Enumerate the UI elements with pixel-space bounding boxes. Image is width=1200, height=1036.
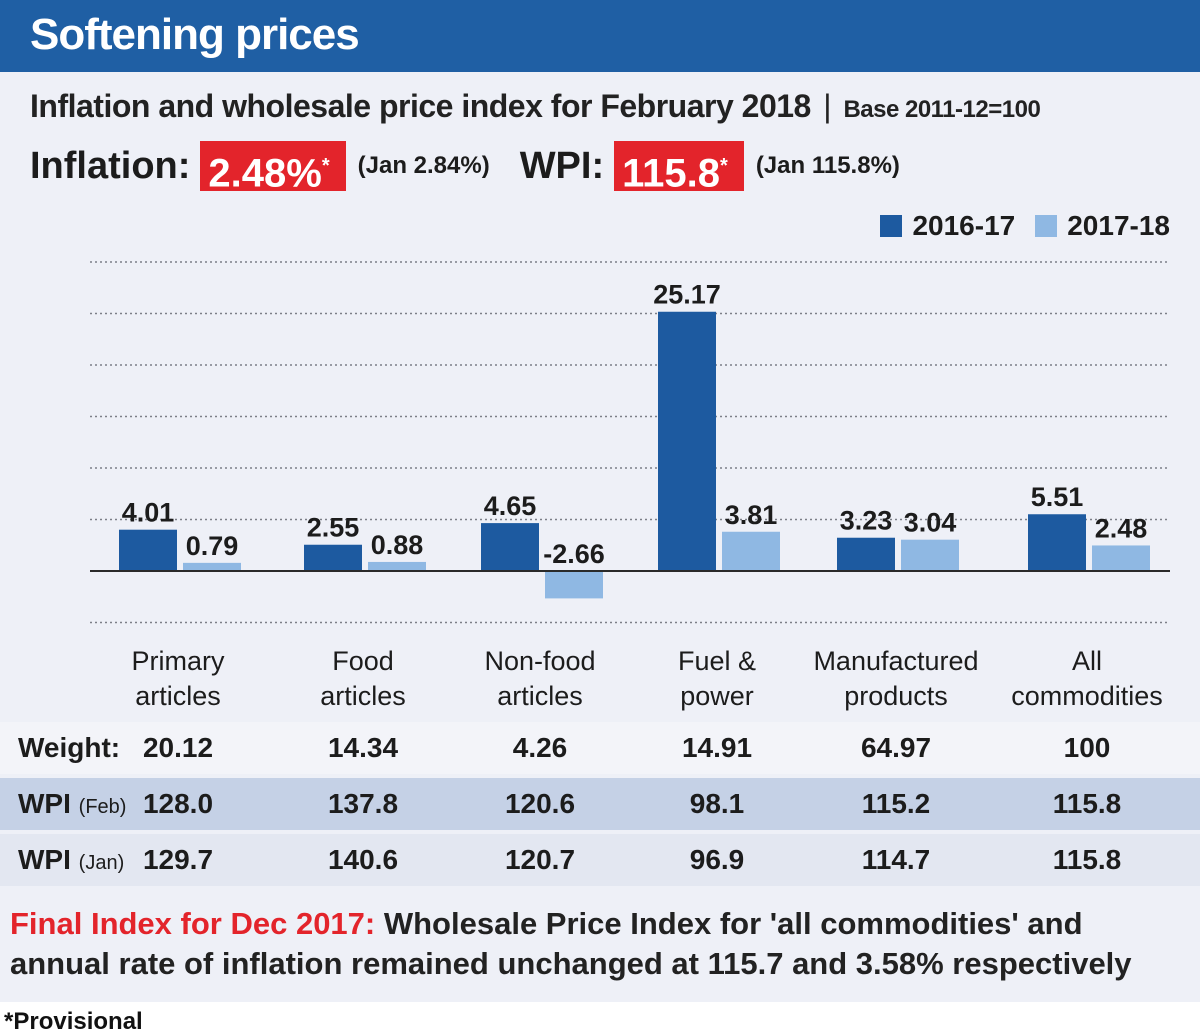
- category-label: Manufactured: [813, 646, 978, 676]
- wpi-jan-cell: 96.9: [689, 844, 745, 875]
- category-label: power: [680, 681, 754, 711]
- weight-cell: 4.26: [512, 732, 568, 763]
- inflation-value: 2.48%: [208, 151, 322, 196]
- weight-cell: 64.97: [860, 732, 932, 763]
- category-label: articles: [320, 681, 406, 711]
- wpi-jan-row: WPI (Jan) 129.7 140.6 120.7 96.9 114.7 1…: [0, 834, 1200, 886]
- bar-2017-18: [368, 561, 426, 571]
- category-label: articles: [497, 681, 583, 711]
- category-label: Primary: [132, 646, 225, 676]
- wpi-jan-cell: 114.7: [861, 844, 931, 875]
- weight-cell: 14.34: [327, 732, 399, 763]
- final-index-heading: Final Index for Dec 2017:: [10, 906, 376, 941]
- wpi-feb-cell: 128.0: [142, 788, 214, 819]
- data-label: 2.55: [307, 513, 360, 543]
- inflation-label: Inflation:: [30, 144, 191, 187]
- bar-2016-17: [837, 537, 895, 571]
- wpi-jan-label-month: (Jan): [78, 852, 125, 874]
- wpi-feb-cell: 98.1: [689, 788, 745, 819]
- data-label: 5.51: [1031, 482, 1084, 512]
- wpi-label: WPI:: [519, 144, 605, 187]
- category-label: All: [1072, 646, 1102, 676]
- wpi-jan-cell: 140.6: [327, 844, 399, 875]
- legend-item-2016-17: 2016-17: [880, 210, 1015, 242]
- final-index-body: Wholesale Price Index for 'all commoditi…: [10, 906, 1132, 981]
- weight-row-label: Weight:: [18, 732, 120, 764]
- wpi-feb-label-text: WPI: [18, 788, 71, 819]
- data-label: 3.04: [904, 508, 957, 538]
- data-label: 3.23: [840, 506, 893, 536]
- category-label: Non-food: [484, 646, 595, 676]
- base-year-note: Base 2011-12=100: [843, 96, 1041, 123]
- chart-subtitle: Inflation and wholesale price index for …: [30, 88, 1041, 125]
- inflation-previous: (Jan 2.84%): [357, 152, 490, 179]
- weight-row: Weight: 20.12 14.34 4.26 14.91 64.97 100: [0, 722, 1200, 774]
- data-label: 4.01: [122, 498, 175, 528]
- weight-label-text: Weight:: [18, 732, 121, 763]
- title-banner: Softening prices: [0, 0, 1200, 72]
- data-label: 0.88: [371, 530, 424, 560]
- wpi-feb-cell: 115.8: [1052, 788, 1122, 819]
- inflation-provisional-mark: *: [321, 155, 330, 177]
- chart-legend: 2016-17 2017-18: [860, 210, 1170, 242]
- subtitle-text: Inflation and wholesale price index for …: [30, 88, 811, 124]
- wpi-jan-row-label: WPI (Jan): [18, 844, 124, 876]
- wpi-feb-row: WPI (Feb) 128.0 137.8 120.6 98.1 115.2 1…: [0, 778, 1200, 830]
- bar-2017-18: [545, 571, 603, 599]
- legend-label-2016-17: 2016-17: [912, 210, 1016, 241]
- weight-cell: 20.12: [142, 732, 214, 763]
- bar-2016-17: [481, 523, 539, 571]
- wpi-feb-cell: 137.8: [327, 788, 399, 819]
- bar-2016-17: [658, 311, 716, 571]
- legend-item-2017-18: 2017-18: [1035, 210, 1170, 242]
- category-label: products: [844, 681, 948, 711]
- bar-2017-18: [183, 562, 241, 571]
- data-label: 2.48: [1095, 513, 1148, 543]
- bar-2017-18: [901, 539, 959, 571]
- wpi-jan-cell: 115.8: [1052, 844, 1122, 875]
- wpi-feb-cell: 120.6: [504, 788, 576, 819]
- headline-stats: Inflation: 2.48%* (Jan 2.84%) WPI: 115.8…: [30, 140, 930, 195]
- wpi-feb-label-month: (Feb): [78, 796, 127, 818]
- data-label: 4.65: [484, 491, 537, 521]
- data-label: -2.66: [543, 539, 605, 569]
- category-label: Fuel &: [678, 646, 756, 676]
- bar-2017-18: [722, 531, 780, 571]
- wpi-jan-cell: 120.7: [504, 844, 576, 875]
- bar-2016-17: [1028, 514, 1086, 571]
- category-label: articles: [135, 681, 221, 711]
- bar-chart: 4.01 2.55 4.65 25.17 3.23 5.51 0.79 0.88 -2.66 3.…: [90, 261, 1170, 711]
- wpi-provisional-mark: *: [720, 155, 728, 177]
- category-label: Food: [332, 646, 394, 676]
- wpi-feb-cell: 115.2: [861, 788, 931, 819]
- legend-swatch-light: [1035, 215, 1058, 237]
- wpi-feb-row-label: WPI (Feb): [18, 788, 126, 820]
- final-index-note: Final Index for Dec 2017: Wholesale Pric…: [10, 904, 1190, 984]
- category-label: commodities: [1011, 681, 1163, 711]
- wpi-jan-cell: 129.7: [142, 844, 214, 875]
- bar-2016-17: [304, 544, 362, 571]
- bar-2017-18: [1092, 545, 1150, 571]
- weight-cell: 100: [1063, 732, 1111, 763]
- legend-label-2017-18: 2017-18: [1067, 210, 1170, 241]
- weight-cell: 14.91: [681, 732, 753, 763]
- wpi-value-badge: 115.8*: [614, 141, 744, 195]
- wpi-value: 115.8: [622, 151, 721, 196]
- legend-swatch-dark: [880, 215, 903, 237]
- data-label: 0.79: [186, 531, 239, 561]
- subtitle-separator: |: [823, 88, 832, 124]
- data-label: 25.17: [653, 280, 721, 310]
- wpi-previous: (Jan 115.8%): [755, 152, 900, 179]
- provisional-footnote: *Provisional: [4, 1008, 143, 1035]
- inflation-value-badge: 2.48%*: [200, 141, 346, 195]
- data-label: 3.81: [725, 500, 778, 530]
- bar-2016-17: [119, 529, 177, 571]
- wpi-jan-label-text: WPI: [18, 844, 71, 875]
- chart-title: Softening prices: [30, 10, 360, 59]
